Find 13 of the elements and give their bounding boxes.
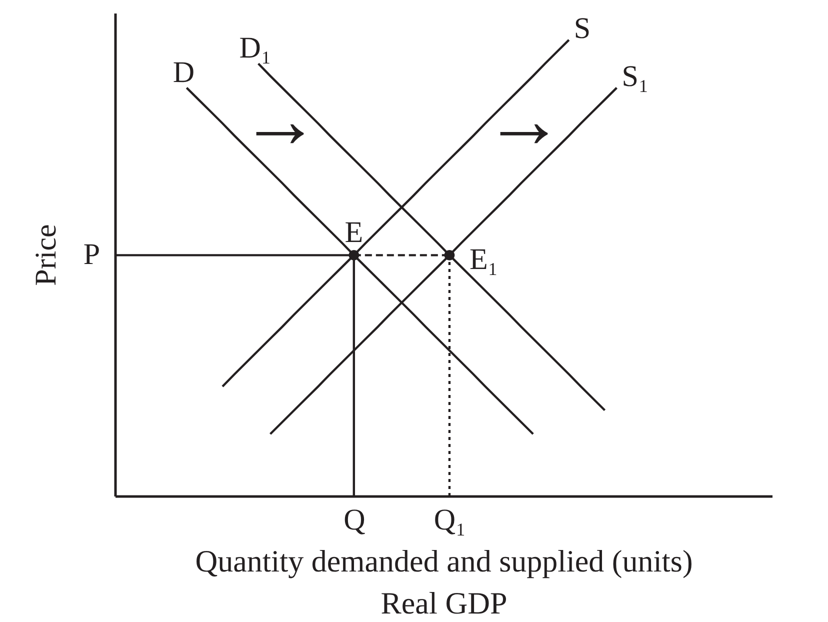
annotation: E₁ <box>469 243 498 276</box>
series-label: D <box>172 56 195 89</box>
annotation: E <box>344 216 364 250</box>
text: P <box>83 238 100 271</box>
x-tick-label: Q <box>344 504 366 536</box>
series-label: S₁ <box>622 60 649 93</box>
x-tick-label: Q₁ <box>434 504 466 536</box>
series-label: S <box>574 12 591 45</box>
annotation: → <box>484 77 564 165</box>
annotation: → <box>240 77 320 165</box>
series-label: D₁ <box>239 32 272 65</box>
y-axis-title: Price <box>30 224 62 286</box>
x-axis-title: Quantity demanded and supplied (units) Real GDP <box>195 544 693 620</box>
